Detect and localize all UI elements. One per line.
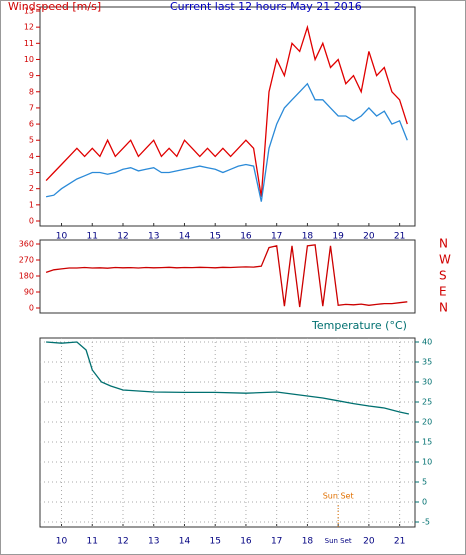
- x-tick-label: 12: [117, 537, 128, 547]
- x-tick-label: 11: [87, 537, 98, 547]
- y-tick-label: 2: [29, 184, 34, 193]
- y-tick-label: 90: [24, 288, 34, 297]
- y-tick-label: 3: [29, 168, 34, 177]
- y-tick-label: 9: [29, 71, 34, 80]
- x-tick-label: 18: [302, 232, 314, 242]
- x-tick-label: 20: [363, 232, 375, 242]
- x-tick-label: 15: [209, 537, 220, 547]
- x-tick-label: 18: [302, 537, 314, 547]
- y-tick-label: 6: [29, 120, 34, 129]
- y-tick-label: 40: [422, 338, 432, 347]
- x-tick-label: 13: [148, 537, 159, 547]
- y-tick-label: 10: [422, 458, 432, 467]
- y-tick-label: 12: [24, 23, 34, 32]
- y-tick-label: 30: [422, 378, 432, 387]
- y-tick-label: 360: [19, 240, 34, 249]
- annotation: Sun Set: [323, 492, 354, 501]
- y-tick-label: 5: [422, 478, 427, 487]
- x-tick-label: 14: [179, 537, 191, 547]
- chart-title: Temperature (°C): [311, 319, 407, 332]
- x-tick-label: 20: [363, 537, 375, 547]
- y-tick-label: 15: [422, 438, 432, 447]
- y-tick-label: 35: [422, 358, 432, 367]
- x-tick-label: 12: [117, 232, 128, 242]
- y-tick-label: 8: [29, 87, 34, 96]
- plot-frame: [39, 337, 416, 528]
- y-tick-label: 270: [19, 256, 34, 265]
- y-tick-label: 25: [422, 398, 432, 407]
- x-tick-label: 13: [148, 232, 159, 242]
- series-line: [45, 82, 408, 202]
- x-tick-label: 16: [240, 537, 252, 547]
- x-tick-label: 17: [271, 537, 282, 547]
- plot-frame: [39, 6, 416, 227]
- x-tick-label: 10: [56, 537, 68, 547]
- y-tick-label: 10: [24, 55, 34, 64]
- y-tick-label: 7: [29, 103, 34, 112]
- x-tick-label: 21: [394, 537, 405, 547]
- y-tick-label: 13: [24, 7, 34, 16]
- series-line: [45, 24, 408, 197]
- series-line: [46, 341, 410, 415]
- chart-title: Windspeed [m/s]: [8, 0, 101, 13]
- x-tick-label: Sun Set: [325, 537, 352, 545]
- x-tick-label: 21: [394, 232, 405, 242]
- y2-tick-label: S: [439, 269, 447, 283]
- y-tick-label: 4: [29, 152, 34, 161]
- y-tick-label: 1: [29, 200, 34, 209]
- y2-tick-label: N: [439, 301, 448, 315]
- x-tick-label: 19: [332, 232, 344, 242]
- plot-frame: [39, 239, 416, 314]
- y-tick-label: 0: [29, 304, 34, 313]
- x-tick-label: 10: [56, 232, 68, 242]
- y2-tick-label: N: [439, 237, 448, 251]
- x-tick-label: 14: [179, 232, 191, 242]
- y-tick-label: 20: [422, 418, 432, 427]
- y-tick-label: 0: [29, 217, 34, 226]
- y-tick-label: 180: [19, 272, 34, 281]
- series-line: [45, 244, 408, 308]
- y2-tick-label: E: [439, 285, 447, 299]
- y-tick-label: 5: [29, 136, 34, 145]
- y2-tick-label: W: [439, 253, 451, 267]
- x-tick-label: 16: [240, 232, 252, 242]
- x-tick-label: 15: [209, 232, 220, 242]
- x-tick-label: 17: [271, 232, 282, 242]
- x-tick-label: 11: [87, 232, 98, 242]
- y-tick-label: -5: [422, 518, 430, 527]
- chart-subtitle: Current last 12 hours May 21 2016: [170, 0, 362, 13]
- y-tick-label: 0: [422, 498, 427, 507]
- y-tick-label: 11: [24, 39, 34, 48]
